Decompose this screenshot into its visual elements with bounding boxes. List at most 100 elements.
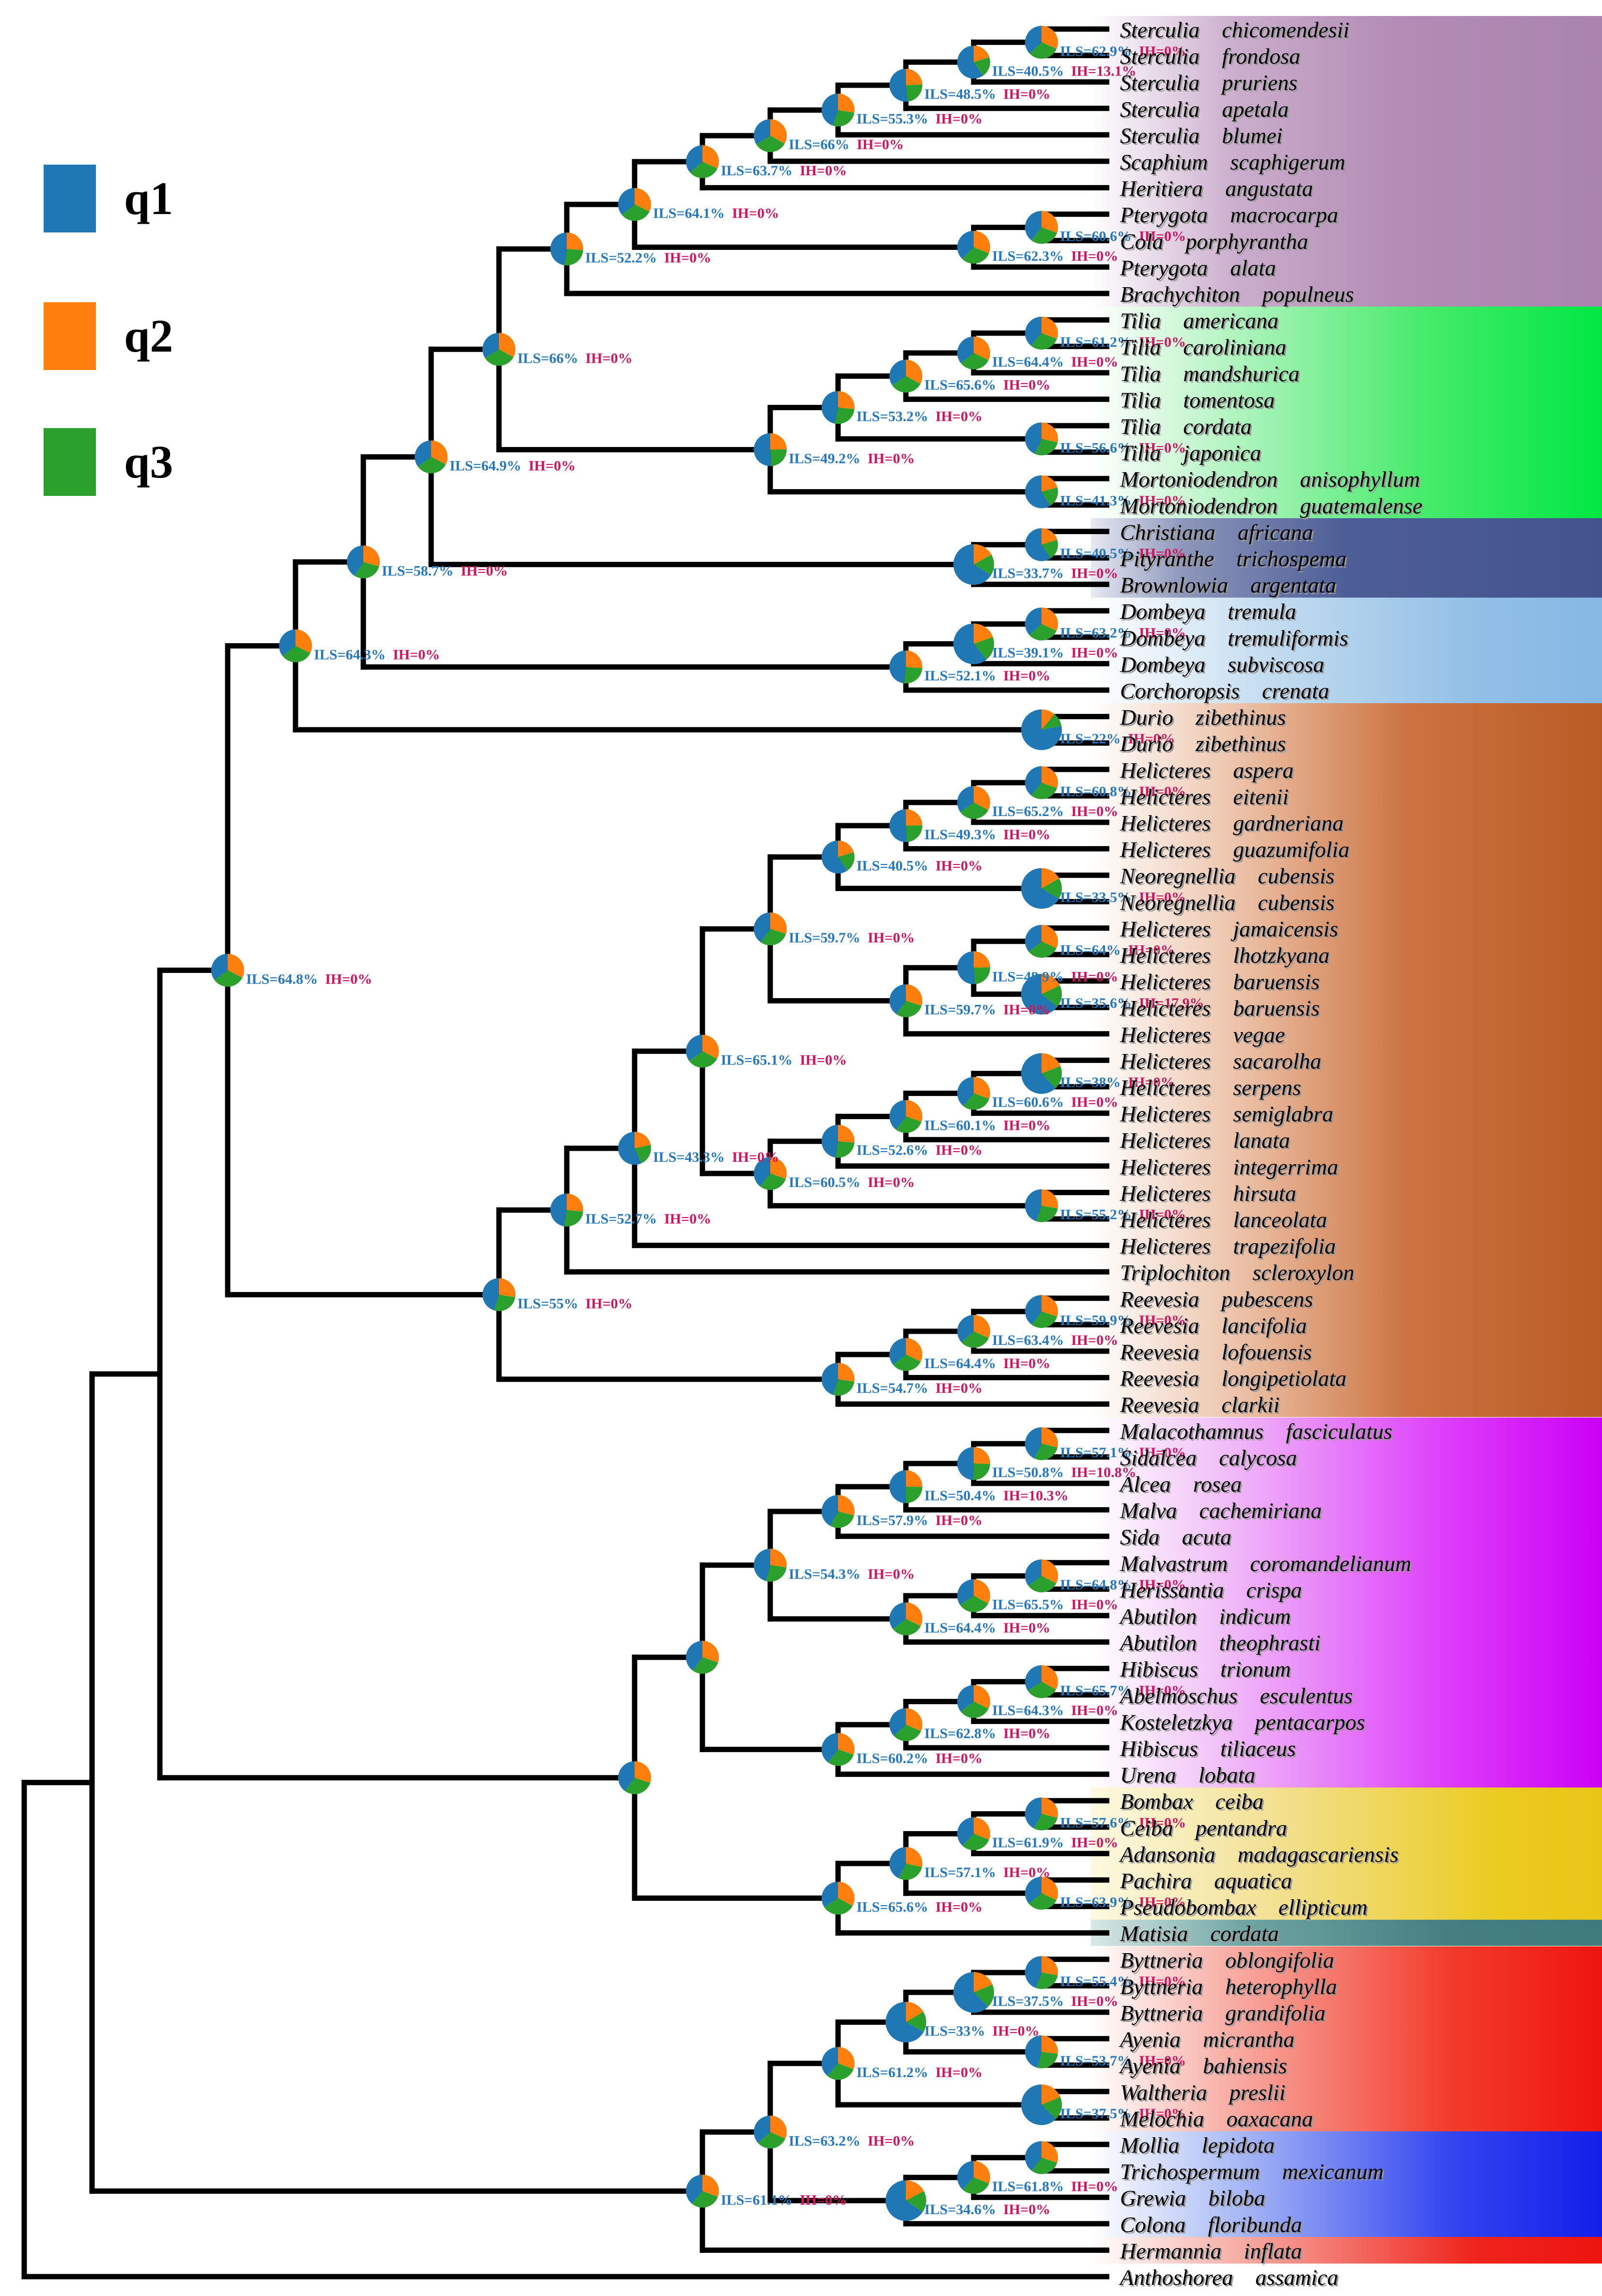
ils-value: ILS=61.2% — [856, 2065, 928, 2080]
ils-value: ILS=61.9% — [992, 1834, 1064, 1850]
ih-value: IH=0% — [849, 137, 903, 153]
ils-value: ILS=61.1% — [721, 2192, 793, 2208]
ih-value: IH=0% — [996, 668, 1050, 684]
ih-value: IH=0% — [1132, 229, 1186, 245]
species-label: Corchoropsis crenata — [1120, 678, 1329, 703]
ils-value: ILS=48.9% — [992, 969, 1064, 985]
ih-value: IH=0% — [928, 111, 982, 127]
ih-value: IH=0% — [996, 1002, 1050, 1018]
species-label-shadow: Heritiera angustata — [1121, 178, 1315, 202]
ih-value: IH=0% — [1132, 890, 1186, 906]
ils-value: ILS=63.2% — [1060, 625, 1132, 641]
pie-slice — [1021, 1053, 1056, 1094]
ils-value: ILS=65.7% — [1060, 1683, 1132, 1699]
node-support-label: ILS=60.5% IH=0% — [789, 1174, 915, 1190]
pie-slice — [822, 1363, 838, 1395]
node-support-label: ILS=63.2% IH=0% — [789, 2133, 915, 2149]
pie-slice — [906, 84, 923, 102]
pie-slice — [753, 433, 771, 466]
ils-value: ILS=60.5% — [789, 1174, 860, 1190]
clade-band-sterculioideae — [1091, 15, 1602, 307]
species-label: Malvastrum coromandelianum — [1120, 1551, 1411, 1576]
node-support-label: ILS=63.2% IH=0% — [1060, 625, 1186, 641]
legend-label-q2: q2 — [124, 310, 173, 362]
node-support-label: ILS=48.5% IH=0% — [924, 86, 1050, 102]
species-label: Colona floribunda — [1120, 2212, 1302, 2237]
species-label-shadow: Helicteres vegae — [1121, 1024, 1287, 1048]
branches-layer — [21, 26, 1109, 2280]
node-support-label: ILS=61.2% IH=0% — [856, 2065, 982, 2080]
ih-value: IH=0% — [996, 1620, 1050, 1636]
pie-slice — [906, 1602, 923, 1626]
ih-value: IH=0% — [996, 377, 1050, 393]
species-label: Herissantia crispa — [1120, 1577, 1302, 1602]
pie-slice — [494, 1294, 515, 1311]
species-label: Sterculia frondosa — [1120, 44, 1300, 69]
pie-slice — [903, 667, 922, 684]
species-label-shadow: Helicteres jamaicensis — [1121, 918, 1340, 942]
ils-value: ILS=60.1% — [924, 1117, 996, 1133]
pie-slice — [953, 1972, 988, 2013]
species-label-shadow: Reevesia lancifolia — [1121, 1314, 1308, 1339]
ils-value: ILS=62.8% — [924, 1726, 996, 1741]
pie-slice — [963, 2177, 989, 2194]
species-label-shadow: Helicteres baruensis — [1121, 971, 1321, 996]
ils-value: ILS=38% — [1060, 1075, 1120, 1091]
pie-slice — [974, 544, 992, 565]
node-support-label: ILS=41.3% IH=0% — [1060, 493, 1186, 509]
ih-value: IH=0% — [1120, 1075, 1175, 1091]
legend-label-q3: q3 — [124, 436, 173, 488]
species-label: Sterculia apetala — [1120, 97, 1289, 122]
species-label-shadow: Pityranthe trichospema — [1121, 548, 1348, 572]
node-support-label: ILS=59.7% IH=0% — [789, 930, 915, 946]
pie-slice — [702, 1034, 719, 1059]
pie-slice — [1042, 2141, 1058, 2163]
species-label: Pterygota macrocarpa — [1120, 202, 1338, 227]
ih-value: IH=0% — [860, 2133, 915, 2149]
species-label: Helicteres lanceolata — [1120, 1207, 1327, 1232]
node-support-label: ILS=52.6% IH=0% — [856, 1142, 982, 1158]
pie-slice — [1042, 985, 1062, 1007]
species-label: Byttneria oblongifolia — [1120, 1948, 1334, 1972]
node-support-label: ILS=64.4% IH=0% — [992, 354, 1118, 370]
node-support-label: ILS=56.6% IH=0% — [1060, 440, 1186, 456]
pie-slice — [482, 333, 499, 358]
species-label-shadow: Pterygota macrocarpa — [1121, 204, 1340, 229]
species-label: Reevesia clarkii — [1120, 1392, 1280, 1417]
pie-slice — [1025, 1956, 1042, 1988]
species-label: Neoregnellia cubensis — [1120, 890, 1335, 915]
ils-value: ILS=52.7% — [585, 1211, 657, 1227]
ils-value: ILS=35.6% — [1060, 995, 1132, 1011]
node-support-label: ILS=66% IH=0% — [789, 137, 904, 153]
pie-slice — [1025, 211, 1042, 241]
ih-value: IH=0% — [657, 250, 711, 266]
species-label: Tilia americana — [1120, 308, 1278, 333]
pie-slice — [761, 929, 786, 946]
species-label-shadow: Abutilon theophrasti — [1120, 1632, 1322, 1657]
pie-slice — [1025, 1877, 1042, 1904]
species-label: Anthoshorea assamica — [1119, 2265, 1338, 2290]
pie-slice — [906, 1708, 922, 1731]
pie-slice — [889, 1100, 906, 1130]
species-label-shadow: Mortoniodendron anisophyllum — [1121, 468, 1421, 493]
node-support-label: ILS=64.8% IH=0% — [246, 971, 372, 987]
pie-slice — [1021, 973, 1058, 1015]
pie-slice — [1034, 1444, 1058, 1461]
species-label-shadow: Dombeya tremuliformis — [1121, 627, 1350, 652]
ils-value: ILS=57.9% — [856, 1512, 928, 1528]
ils-value: ILS=40.5% — [1060, 546, 1132, 562]
species-label-shadow: Colona floribunda — [1121, 2214, 1304, 2238]
pie-slice — [1025, 1665, 1042, 1691]
ih-value: IH=0% — [657, 1211, 711, 1227]
pie-slice — [974, 46, 990, 62]
node-support-label: ILS=64.4% IH=0% — [924, 1356, 1050, 1371]
pie-slice — [822, 391, 838, 424]
pie-slice — [973, 1464, 990, 1480]
pie-slice — [974, 2161, 991, 2184]
pie-slice — [906, 2012, 926, 2032]
ils-value: ILS=52.1% — [924, 668, 996, 684]
ils-value: ILS=34.6% — [924, 2202, 996, 2218]
pie-slice — [957, 786, 974, 812]
pie-slice — [499, 1278, 515, 1297]
